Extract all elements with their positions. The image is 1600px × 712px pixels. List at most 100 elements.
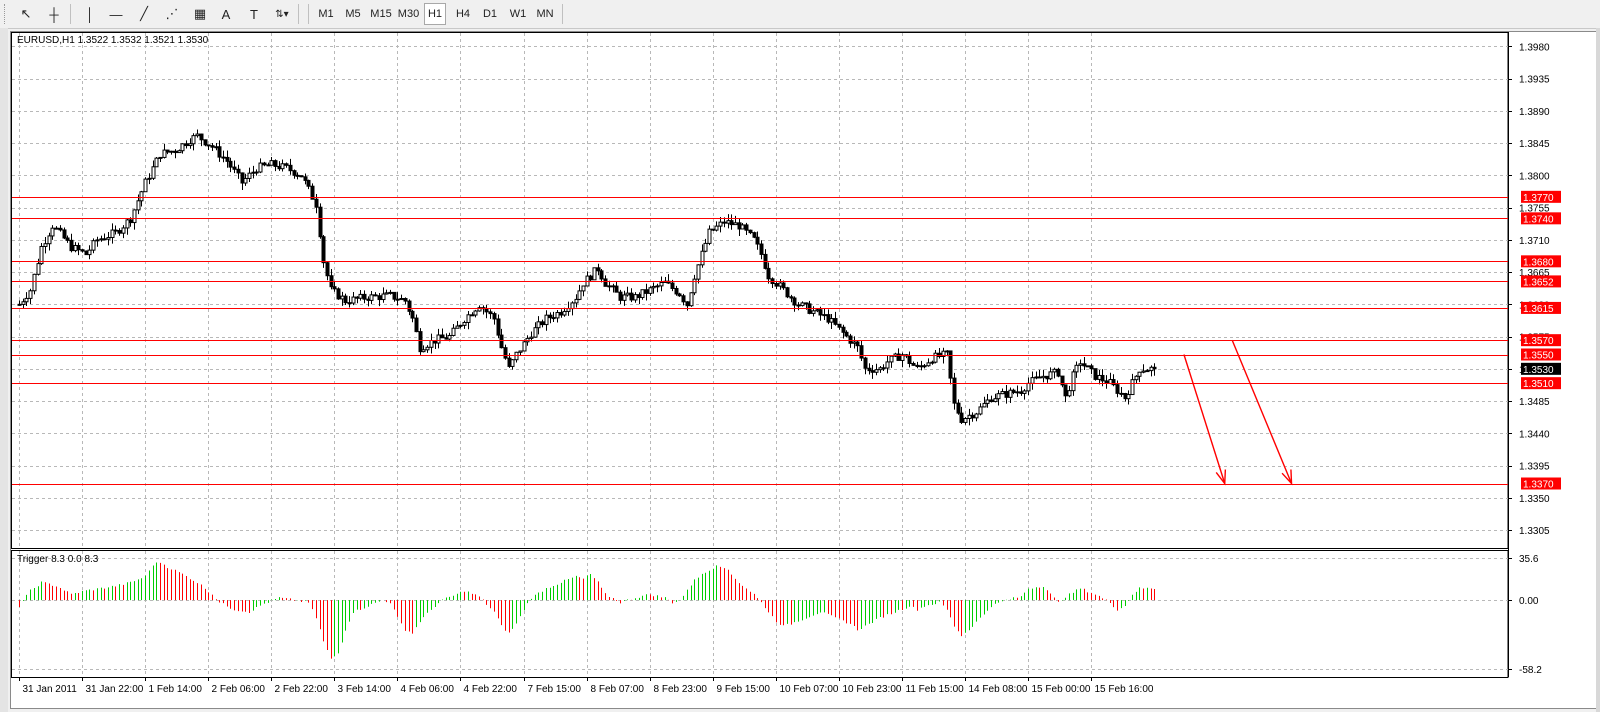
candle-body xyxy=(518,350,523,353)
candle xyxy=(555,310,560,323)
candle xyxy=(410,309,415,323)
crosshair-tool-icon[interactable]: ┼ xyxy=(49,6,59,22)
candle-body xyxy=(280,163,285,170)
time-label: 2 Feb 22:00 xyxy=(275,684,329,695)
candle-body xyxy=(110,229,115,239)
candle xyxy=(369,291,374,305)
price-label: 1.3845 xyxy=(1519,139,1550,150)
candle xyxy=(447,332,452,342)
candle-body xyxy=(729,220,734,226)
vertical-line-tool-icon[interactable]: │ xyxy=(85,6,95,22)
timeframe-button-m1[interactable]: M1 xyxy=(318,8,334,20)
candle xyxy=(1111,374,1116,387)
candle-body xyxy=(102,238,107,241)
candle xyxy=(362,290,367,304)
candle xyxy=(232,160,237,174)
candle xyxy=(514,351,519,363)
candle xyxy=(221,150,226,163)
candle xyxy=(273,159,278,172)
candle xyxy=(132,209,137,230)
candle xyxy=(996,390,1001,406)
chart-canvas[interactable]: 1.39801.39351.38901.38451.38001.37551.37… xyxy=(11,32,1596,708)
channel-tool-icon[interactable]: ▦ xyxy=(193,6,207,21)
candle xyxy=(900,352,905,368)
candle-body xyxy=(429,339,434,348)
candle-body xyxy=(926,362,931,367)
candle-body xyxy=(177,150,182,154)
candle xyxy=(143,177,148,193)
candle xyxy=(622,290,627,306)
time-label: 10 Feb 23:00 xyxy=(843,684,902,695)
timeframe-button-w1[interactable]: W1 xyxy=(509,8,527,20)
trendline-tool-icon[interactable]: ╱ xyxy=(140,6,148,21)
price-label: 1.3890 xyxy=(1519,107,1550,118)
timeframe-button-h1[interactable]: H1 xyxy=(424,3,446,25)
candle xyxy=(844,330,849,338)
time-label: 15 Feb 16:00 xyxy=(1095,684,1154,695)
text-tool-icon[interactable]: A xyxy=(221,6,231,22)
candle-body xyxy=(900,354,905,361)
candle-body xyxy=(473,310,478,316)
forecast-arrows xyxy=(1183,339,1293,486)
level-price-label: 1.3770 xyxy=(1523,193,1554,204)
candle-body xyxy=(848,335,853,344)
candle xyxy=(985,394,990,408)
horizontal-levels xyxy=(12,197,1508,485)
candle-body xyxy=(496,318,501,336)
timeframe-button-m15[interactable]: M15 xyxy=(370,8,392,20)
candle-body xyxy=(867,367,872,372)
candle xyxy=(948,350,953,385)
candle-body xyxy=(833,318,838,325)
candle xyxy=(774,281,779,290)
candle-body xyxy=(132,209,137,224)
cursor-tool-icon[interactable]: ↖ xyxy=(20,6,32,21)
candle xyxy=(796,302,801,311)
candle xyxy=(833,311,838,326)
candle-body xyxy=(236,168,241,174)
horizontal-line-tool-icon[interactable]: — xyxy=(109,6,123,22)
timeframe-button-mn[interactable]: MN xyxy=(536,8,554,20)
candle xyxy=(158,156,163,163)
candle xyxy=(403,297,408,305)
candle-body xyxy=(425,346,430,351)
candle xyxy=(65,235,70,243)
fibonacci-tool-icon[interactable]: ⋰ xyxy=(165,6,179,21)
arrows-tool-icon[interactable]: ⇅▾ xyxy=(275,8,289,20)
candle-body xyxy=(69,239,74,252)
candle xyxy=(299,175,304,178)
price-label: 1.3980 xyxy=(1519,42,1550,53)
candle-body xyxy=(622,294,627,301)
candle xyxy=(878,365,883,373)
candle xyxy=(377,293,382,307)
candle-body xyxy=(377,295,382,301)
candle-body xyxy=(91,240,96,251)
candle-body xyxy=(700,250,705,266)
candle xyxy=(729,214,734,230)
arrow-shaft xyxy=(1183,354,1226,484)
candle-body xyxy=(970,414,975,419)
candle xyxy=(151,160,156,180)
candle-body xyxy=(982,402,987,408)
candle-body xyxy=(692,278,697,294)
text-label-tool-icon[interactable]: T xyxy=(250,6,258,22)
candle xyxy=(763,249,768,270)
candle xyxy=(466,311,471,330)
candle xyxy=(930,360,935,365)
candle-body xyxy=(562,310,567,316)
timeframe-button-d1[interactable]: D1 xyxy=(482,8,498,20)
candle xyxy=(855,340,860,352)
candle-body xyxy=(191,135,196,145)
timeframe-button-m5[interactable]: M5 xyxy=(345,8,361,20)
candle-body xyxy=(1126,394,1131,400)
candle xyxy=(318,203,323,239)
candle xyxy=(169,150,174,155)
timeframe-button-m30[interactable]: M30 xyxy=(397,8,420,20)
chart-window[interactable]: 1.3980 1.3935 1.3890 1.3845 1.3800 1.3755 1.37… xyxy=(10,31,1597,709)
candle-body xyxy=(785,287,790,298)
timeframe-button-h4[interactable]: H4 xyxy=(455,8,471,20)
candle-body xyxy=(588,275,593,281)
level-price-tag xyxy=(1521,255,1561,268)
candle xyxy=(58,225,63,232)
candle xyxy=(655,283,660,293)
candle xyxy=(529,331,534,342)
